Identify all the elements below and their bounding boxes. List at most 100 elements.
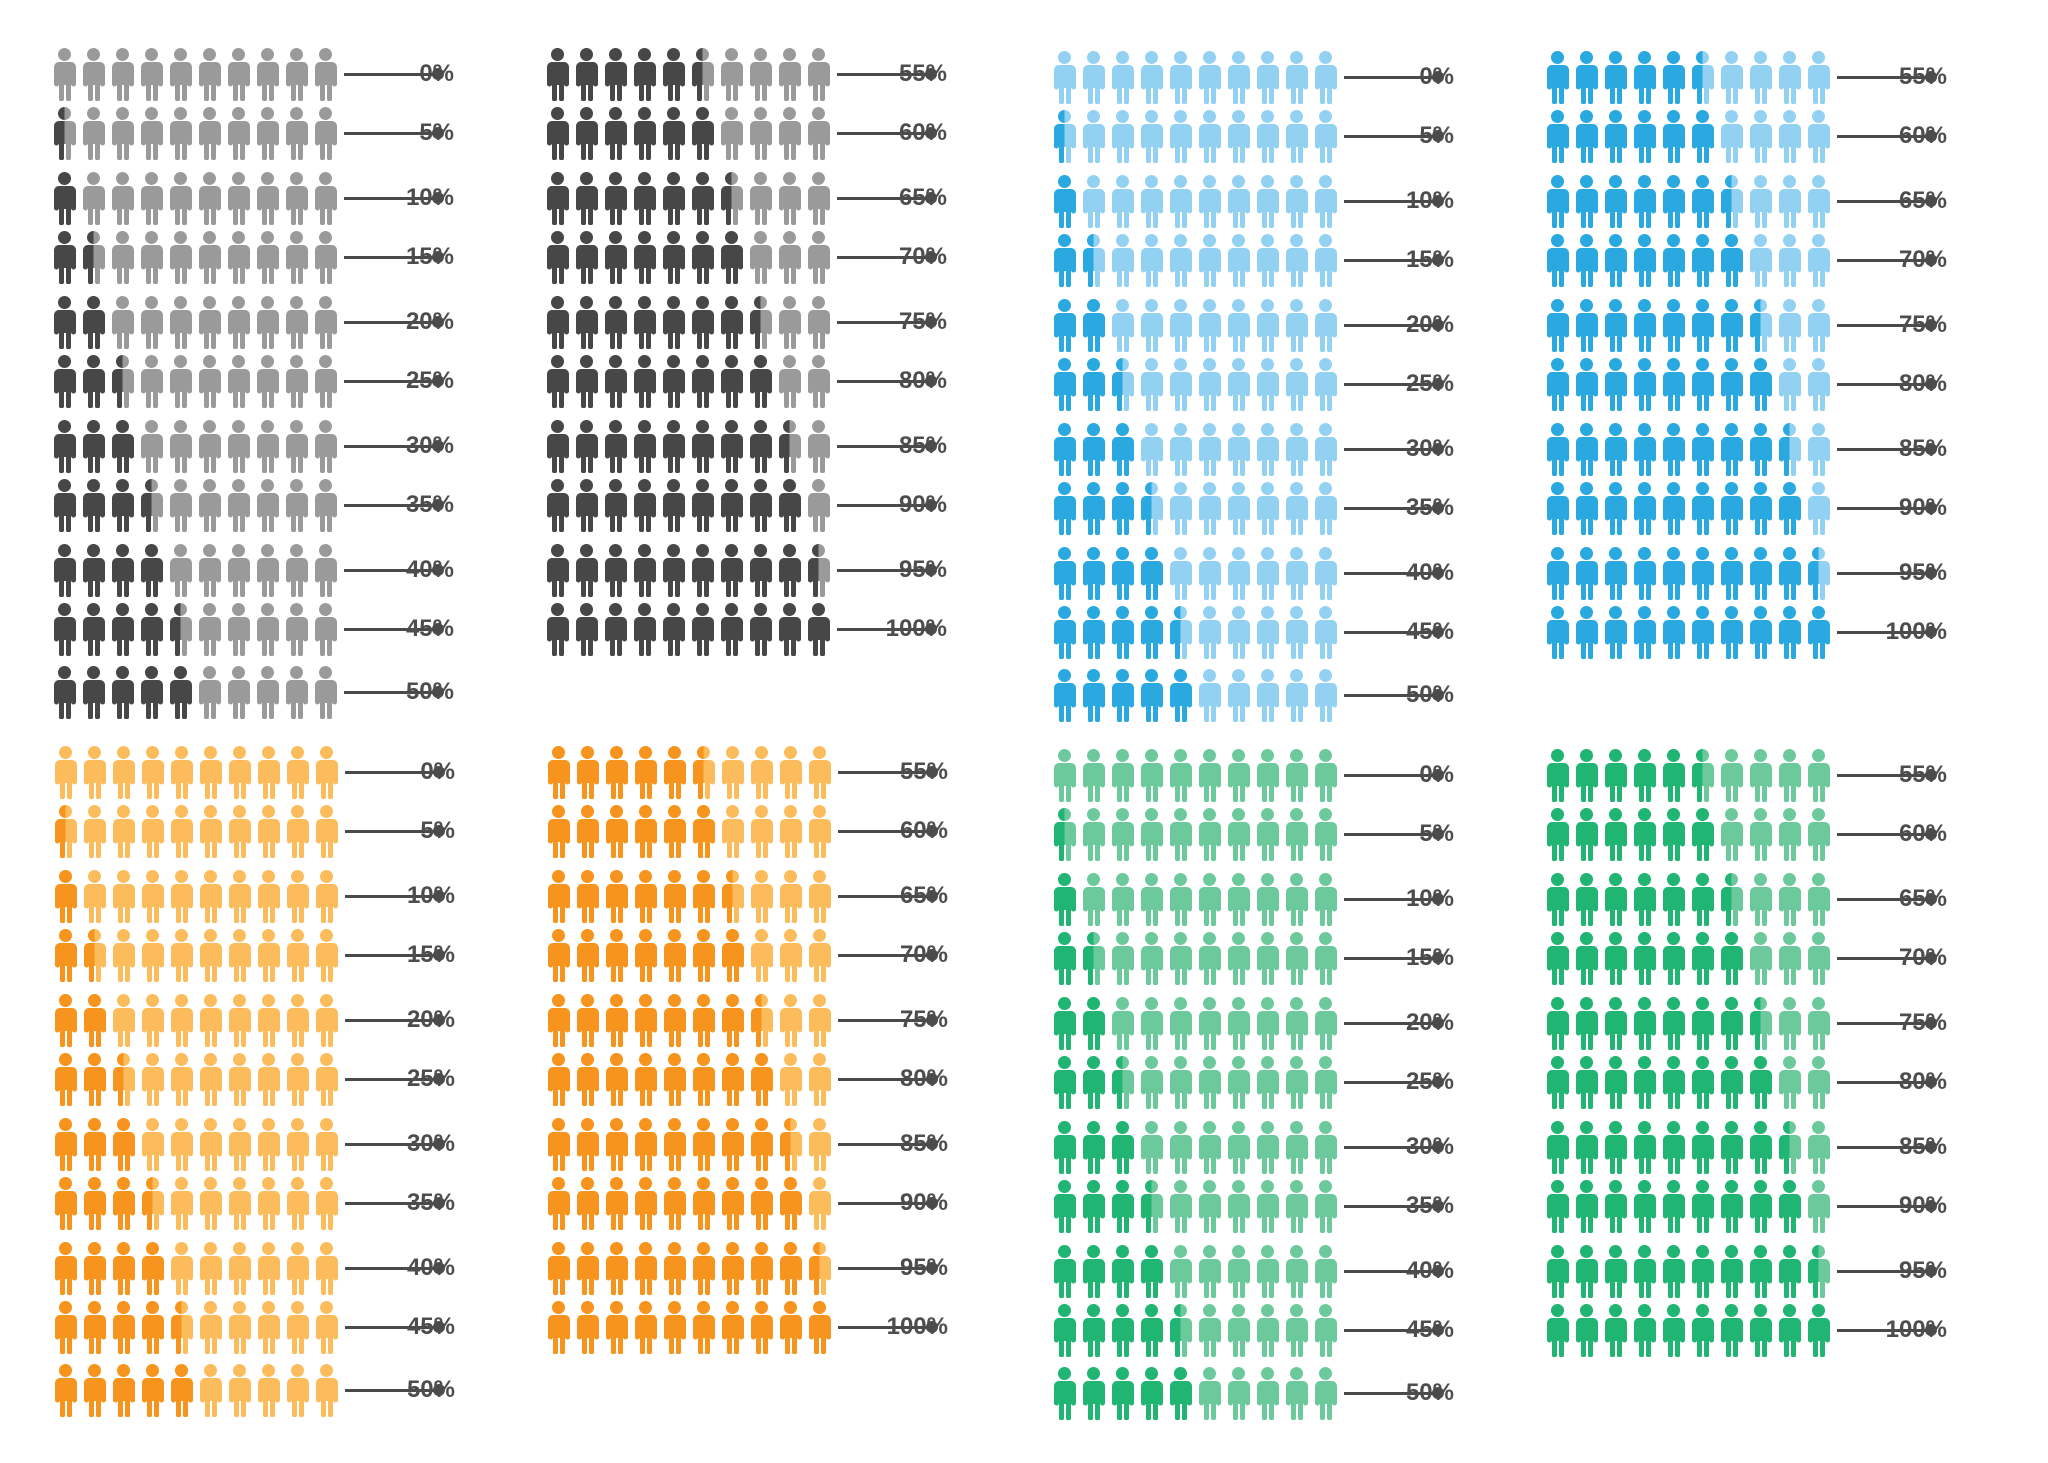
person-icon bbox=[1170, 932, 1192, 985]
person-icon-filled bbox=[605, 48, 627, 101]
person-icon bbox=[1199, 1121, 1221, 1174]
connector-dot bbox=[1925, 1200, 1937, 1212]
pictograph-row-60 bbox=[545, 106, 831, 160]
person-icon-empty bbox=[1257, 606, 1279, 659]
person-icon bbox=[1315, 997, 1337, 1050]
person-icon-filled bbox=[1054, 110, 1065, 163]
person-icon bbox=[692, 479, 714, 532]
person-icon-empty bbox=[1199, 51, 1221, 104]
person-icon-empty bbox=[1170, 547, 1192, 600]
person-icon-filled bbox=[1721, 932, 1743, 985]
person-icon bbox=[692, 231, 714, 284]
person-icon-filled bbox=[692, 172, 714, 225]
person-icon bbox=[809, 1118, 831, 1171]
person-icon bbox=[1141, 482, 1163, 535]
person-icon-empty bbox=[200, 1053, 222, 1106]
person-icon-filled bbox=[1083, 669, 1105, 722]
pictograph-row-50 bbox=[1052, 1366, 1338, 1420]
person-icon-empty bbox=[1228, 110, 1250, 163]
person-icon-empty bbox=[257, 544, 279, 597]
person-icon bbox=[1257, 547, 1279, 600]
connector-dot bbox=[1432, 689, 1444, 701]
person-icon bbox=[142, 1301, 164, 1354]
person-icon-empty bbox=[1112, 808, 1134, 861]
person-icon bbox=[1170, 1056, 1192, 1109]
person-icon-filled bbox=[141, 666, 163, 719]
person-icon bbox=[1779, 51, 1801, 104]
person-icon-empty bbox=[1170, 234, 1192, 287]
person-icon bbox=[751, 1053, 773, 1106]
person-icon-filled bbox=[1054, 358, 1076, 411]
person-icon-empty bbox=[1112, 997, 1134, 1050]
person-icon bbox=[1228, 1304, 1250, 1357]
person-icon-empty bbox=[808, 296, 830, 349]
person-icon-empty bbox=[1779, 175, 1801, 228]
connector-line bbox=[1344, 1081, 1438, 1084]
person-icon bbox=[1779, 997, 1801, 1050]
person-icon-filled bbox=[547, 296, 569, 349]
person-icon bbox=[1054, 547, 1076, 600]
person-icon bbox=[605, 355, 627, 408]
person-icon-empty bbox=[721, 107, 743, 160]
person-icon bbox=[112, 544, 134, 597]
person-icon-empty bbox=[1286, 110, 1308, 163]
person-icon-filled bbox=[84, 1118, 106, 1171]
person-icon-filled bbox=[634, 107, 656, 160]
person-icon-empty bbox=[228, 544, 250, 597]
person-icon-filled bbox=[663, 544, 685, 597]
person-icon-filled bbox=[54, 231, 76, 284]
person-icon-empty bbox=[1315, 175, 1337, 228]
connector-line bbox=[344, 132, 438, 135]
person-icon bbox=[1547, 51, 1569, 104]
person-icon bbox=[779, 172, 801, 225]
person-icon-filled bbox=[663, 479, 685, 532]
person-icon-filled bbox=[808, 603, 830, 656]
percentage-label: 5% bbox=[1419, 122, 1454, 149]
person-icon bbox=[171, 746, 193, 799]
person-icon bbox=[635, 994, 657, 1047]
person-icon-filled bbox=[1721, 873, 1732, 926]
connector-line bbox=[837, 256, 931, 259]
person-icon bbox=[577, 1053, 599, 1106]
connector-line bbox=[1837, 259, 1931, 262]
connector-line bbox=[837, 197, 931, 200]
connector-dot bbox=[925, 623, 937, 635]
person-icon bbox=[751, 746, 773, 799]
person-icon-empty bbox=[1083, 873, 1105, 926]
person-icon bbox=[750, 296, 772, 349]
person-icon-filled bbox=[142, 1301, 164, 1354]
person-icon-empty bbox=[315, 172, 337, 225]
person-icon bbox=[286, 48, 308, 101]
person-icon-empty bbox=[229, 870, 251, 923]
person-icon bbox=[1286, 1245, 1308, 1298]
percentage-label: 30% bbox=[1405, 1133, 1454, 1160]
person-icon-filled bbox=[1054, 482, 1076, 535]
person-icon-empty bbox=[113, 870, 135, 923]
person-icon bbox=[199, 355, 221, 408]
person-icon-empty bbox=[1808, 1180, 1830, 1233]
person-icon bbox=[750, 107, 772, 160]
connector-dot bbox=[1432, 378, 1444, 390]
person-icon bbox=[780, 805, 802, 858]
percentage-label: 100% bbox=[885, 615, 947, 642]
person-icon-empty bbox=[780, 805, 802, 858]
connector-dot bbox=[925, 251, 937, 263]
person-icon-empty bbox=[142, 994, 164, 1047]
person-icon-empty bbox=[1315, 1245, 1337, 1298]
person-icon bbox=[142, 1242, 164, 1295]
person-icon-empty bbox=[808, 420, 830, 473]
person-icon-empty bbox=[84, 746, 106, 799]
person-icon-filled bbox=[1141, 547, 1163, 600]
person-icon-empty bbox=[142, 1053, 164, 1106]
person-icon bbox=[1663, 547, 1685, 600]
person-icon bbox=[1779, 1180, 1801, 1233]
person-icon-empty bbox=[84, 870, 106, 923]
person-icon bbox=[605, 172, 627, 225]
pictograph-row-10 bbox=[1052, 174, 1338, 228]
person-icon bbox=[1692, 749, 1714, 802]
person-icon-empty bbox=[1779, 873, 1801, 926]
connector-dot bbox=[1925, 1076, 1937, 1088]
percentage-label: 5% bbox=[1419, 820, 1454, 847]
connector-line bbox=[345, 1389, 439, 1392]
